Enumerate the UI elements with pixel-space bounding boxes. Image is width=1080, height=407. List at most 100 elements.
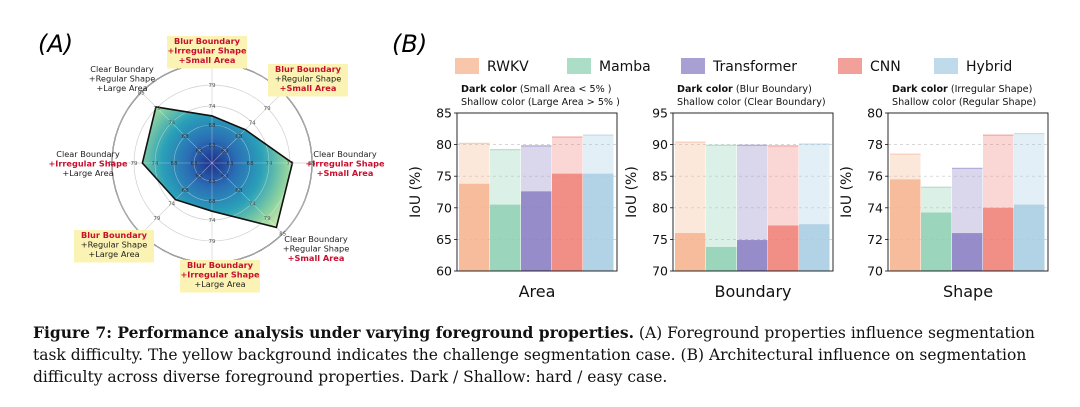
bar-hard [583,173,614,271]
highlight-background [268,64,348,97]
legend-label: Transformer [712,59,797,75]
radar-inner-ring [173,124,251,202]
axes-frame [456,112,618,272]
bar-hard [521,191,552,271]
legend-item: Mamba [567,58,651,75]
highlight-background [74,230,154,263]
legend-swatch [934,58,958,74]
radar-label-line: +Small Area [317,168,374,178]
radar-tick-label: 79 [287,161,294,167]
radar-category-label: Clear Boundary+Irregular Shape+Small Are… [305,149,385,178]
radar-label-line: +Regular Shape [89,74,156,84]
legend-label: CNN [870,59,901,75]
bar-hard [921,212,952,271]
bar-hard [799,224,830,271]
bar-hard [706,246,737,271]
bar-hard [768,225,799,271]
radar-tick-label: 74 [152,161,159,167]
radar-label-line: +Irregular Shape [48,159,128,169]
radar-label-line: +Irregular Shape [167,46,247,56]
shallow-color-note: Shallow color (Regular Shape) [892,97,1036,108]
y-tick-label: 90 [652,137,668,152]
radar-tick-label: 74 [249,121,256,127]
radar-label-line: +Regular Shape [275,74,342,84]
legend-item: CNN [838,58,901,75]
highlight-background [167,36,247,69]
subplot-area: 60 65 70 75 80 85 Dark color (Small Area < 5% … [408,84,620,301]
bar-hard [890,179,921,271]
radar-label-line: Clear Boundary [90,64,154,74]
radar-label-line: Clear Boundary [284,234,348,244]
dark-color-desc: (Blur Boundary) [733,84,812,95]
bar-hard [490,204,521,271]
y-tick-label: 70 [867,264,883,279]
y-tick-label: 65 [436,232,452,247]
legend-item: RWKV [455,58,529,75]
radar-tick-label: 74 [209,104,216,110]
radar-label-line: +Regular Shape [81,240,148,250]
y-tick-label: 95 [652,106,668,121]
radar-label-line: +Large Area [96,83,147,93]
panel-a-label: (A) [38,30,73,58]
y-tick-label: 80 [652,200,668,215]
radar-tick-label: 68 [209,199,216,205]
radar-inner-spoke [142,106,213,164]
radar-tick-label: 74 [168,121,175,127]
y-tick-label: 85 [436,106,452,121]
legend-label: Mamba [599,59,651,75]
radar-inner-ring [142,106,291,228]
dark-color-label: Dark color [461,84,517,95]
y-tick-label: 75 [436,169,452,184]
y-tick-label: 85 [652,169,668,184]
radar-tick-label: 63 [221,174,228,180]
radar-tick-label: 68 [171,161,178,167]
caption-text: (A) Foreground properties influence segm… [33,324,1035,386]
y-tick-label: 80 [867,106,883,121]
radar-tick-label: 79 [209,83,216,89]
radar-tick-label: 79 [131,161,138,167]
bar-hard [1014,204,1045,271]
dark-color-label: Dark color [677,84,733,95]
radar-label-line: +Small Area [288,253,345,263]
radar-tick-label: 63 [191,161,198,167]
radar-tick-label: 74 [168,201,175,207]
y-tick-label: 78 [867,137,883,152]
legend: RWKV Mamba Transformer CNN Hybrid [455,58,1012,75]
dark-color-desc: (Small Area < 5% ) [517,84,612,95]
radar-tick-label: 79 [209,239,216,245]
radar-tick-label: 85 [309,161,316,167]
radar-label-line: Blur Boundary [275,64,342,74]
dark-color-note: Dark color (Small Area < 5% ) [461,84,612,95]
radar-tick-label: 68 [247,161,254,167]
radar-label-line: +Regular Shape [283,244,350,254]
x-axis-label: Area [519,282,556,301]
radar-inner-spoke [211,162,283,228]
bar-hard [552,173,583,271]
y-tick-label: 60 [436,264,452,279]
legend-swatch [567,58,591,74]
radar-category-label: Blur Boundary+Irregular Shape+Small Area [167,36,247,69]
y-axis-label: IoU (%) [839,166,855,218]
radar-tick-label: 63 [227,161,234,167]
y-axis-label: IoU (%) [624,166,640,218]
radar-tick-label: 85 [109,161,116,167]
panel-b-label: (B) [392,30,427,58]
y-tick-label: 70 [652,264,668,279]
radar-label-line: Blur Boundary [187,260,254,270]
radar-label-line: +Irregular Shape [180,270,260,280]
y-tick-label: 76 [867,169,883,184]
y-tick-label: 72 [867,232,883,247]
bar-hard [952,233,983,271]
radar-outline [141,105,294,229]
legend-item: Hybrid [934,58,1012,75]
radar-tick-label: 74 [249,201,256,207]
bar-hard [737,240,768,271]
radar-label-line: Clear Boundary [56,149,120,159]
radar-label-line: Blur Boundary [174,36,241,46]
radar-label-line: Clear Boundary [313,149,377,159]
bar-hard [983,207,1014,271]
radar-labels: Blur Boundary+Irregular Shape+Small Area… [48,36,385,293]
radar-tick-label: 68 [182,134,189,140]
subplot-shape: 70 72 74 76 78 80 Dark color (Irregular Shape)… [839,84,1049,301]
radar-tick-label: 63 [209,179,216,185]
